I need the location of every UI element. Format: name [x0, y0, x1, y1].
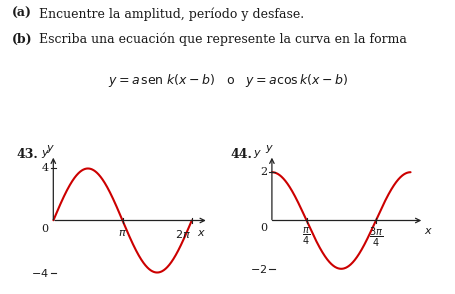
- Text: $y$: $y$: [46, 143, 55, 156]
- Text: $\dfrac{3\pi}{4}$: $\dfrac{3\pi}{4}$: [368, 226, 382, 249]
- Text: 4: 4: [41, 163, 48, 173]
- Text: $y$: $y$: [41, 148, 50, 161]
- Text: Encuentre la amplitud, período y desfase.: Encuentre la amplitud, período y desfase…: [31, 7, 303, 21]
- Text: $y$: $y$: [253, 148, 262, 161]
- Text: $\pi$: $\pi$: [118, 228, 126, 238]
- Text: $-4$: $-4$: [30, 267, 48, 278]
- Text: $x$: $x$: [197, 228, 206, 238]
- Text: 0: 0: [260, 223, 267, 233]
- Text: $x$: $x$: [423, 226, 432, 236]
- Text: 0: 0: [41, 224, 48, 234]
- Text: 2: 2: [260, 167, 267, 177]
- Text: 43.: 43.: [16, 148, 38, 161]
- Text: $\dfrac{\pi}{4}$: $\dfrac{\pi}{4}$: [302, 226, 310, 247]
- Text: (a): (a): [11, 7, 31, 20]
- Text: 44.: 44.: [230, 148, 252, 161]
- Text: $2\pi$: $2\pi$: [174, 228, 190, 240]
- Text: Escriba una ecuación que represente la curva en la forma: Escriba una ecuación que represente la c…: [31, 33, 406, 46]
- Text: (b): (b): [11, 33, 32, 46]
- Text: $y$: $y$: [264, 143, 273, 155]
- Text: $-2$: $-2$: [250, 263, 267, 275]
- Text: $y = a\,\mathrm{sen}\;k(x - b)$$\quad\mathrm{o}\quad$$y = a\cos k(x - b)$: $y = a\,\mathrm{sen}\;k(x - b)$$\quad\ma…: [108, 72, 347, 89]
